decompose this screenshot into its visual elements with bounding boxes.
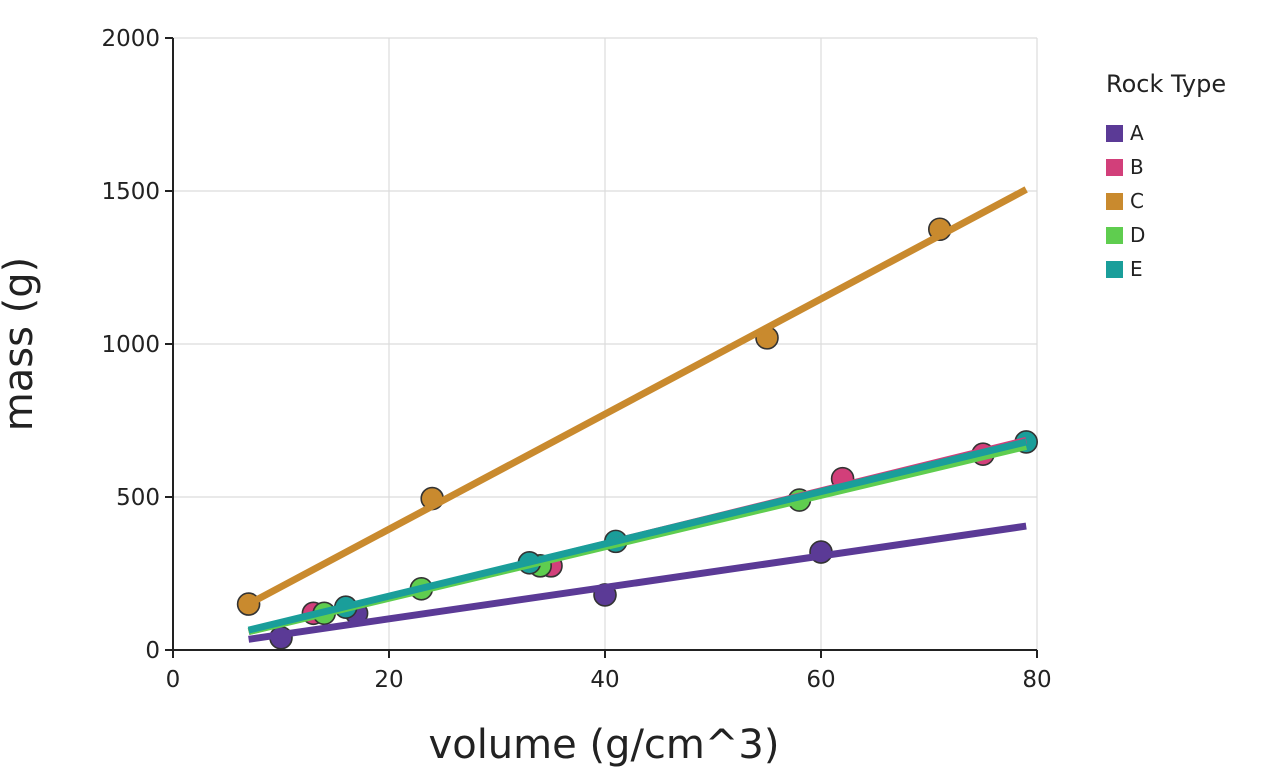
axes	[165, 37, 1038, 658]
legend-swatch-a	[1106, 125, 1123, 142]
y-tick-label: 2000	[101, 26, 160, 52]
legend-swatch-d	[1106, 227, 1123, 244]
legend-swatch-c	[1106, 193, 1123, 210]
x-tick-label: 60	[806, 667, 835, 693]
x-axis-title: volume (g/cm^3)	[429, 722, 780, 768]
legend-label-c: C	[1130, 189, 1144, 213]
y-tick-label: 0	[145, 638, 160, 664]
legend-label-a: A	[1130, 121, 1144, 145]
fit-line-e	[247, 438, 1028, 634]
y-tick-label: 1500	[101, 179, 160, 205]
y-tick-label: 500	[116, 485, 160, 511]
fit-line-c	[246, 186, 1028, 608]
y-tick-label: 1000	[101, 332, 160, 358]
legend-label-e: E	[1130, 257, 1143, 281]
x-tick-label: 40	[590, 667, 619, 693]
fit-line-a	[248, 522, 1027, 643]
legend-label-d: D	[1130, 223, 1145, 247]
fit-lines	[246, 186, 1028, 643]
x-tick-label: 0	[166, 667, 181, 693]
x-tick-label: 80	[1022, 667, 1051, 693]
legend-swatch-b	[1106, 159, 1123, 176]
y-axis-title: mass (g)	[0, 257, 42, 431]
tick-labels: 0 20 40 60 80 0 500 1000 1500 2000	[101, 26, 1051, 693]
legend-label-b: B	[1130, 155, 1144, 179]
x-tick-label: 20	[374, 667, 403, 693]
gridlines	[173, 37, 1038, 650]
legend-swatch-e	[1106, 261, 1123, 278]
legend-title: Rock Type	[1106, 70, 1226, 98]
